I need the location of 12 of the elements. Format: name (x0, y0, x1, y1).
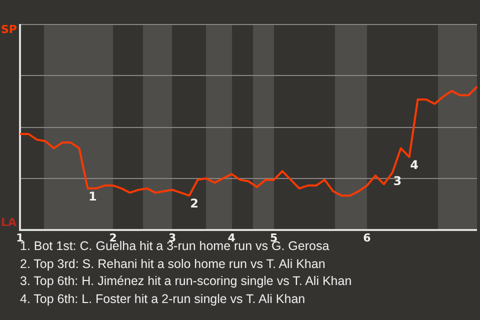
x-tick-label: 4 (228, 231, 236, 244)
text: 3. Top 6th: H. Jiménez hit a run-scoring single vs T. Ali Khan (20, 273, 352, 290)
annotation: 1 (88, 190, 97, 204)
text: 2. Top 3rd: S. Rehani hit a solo home run vs T. Ali Khan (20, 256, 326, 273)
annotation: 2 (190, 196, 198, 211)
text: LA (1, 216, 17, 229)
annotation: 3 (393, 174, 402, 188)
x-tick-label: 2 (109, 231, 117, 244)
text: 4. Top 6th: L. Foster hit a 2-run single vs T. Ali Khan (20, 290, 306, 308)
text: SP (1, 23, 17, 36)
annotation: 4 (410, 158, 418, 172)
x-tick-label: 6 (363, 231, 372, 244)
